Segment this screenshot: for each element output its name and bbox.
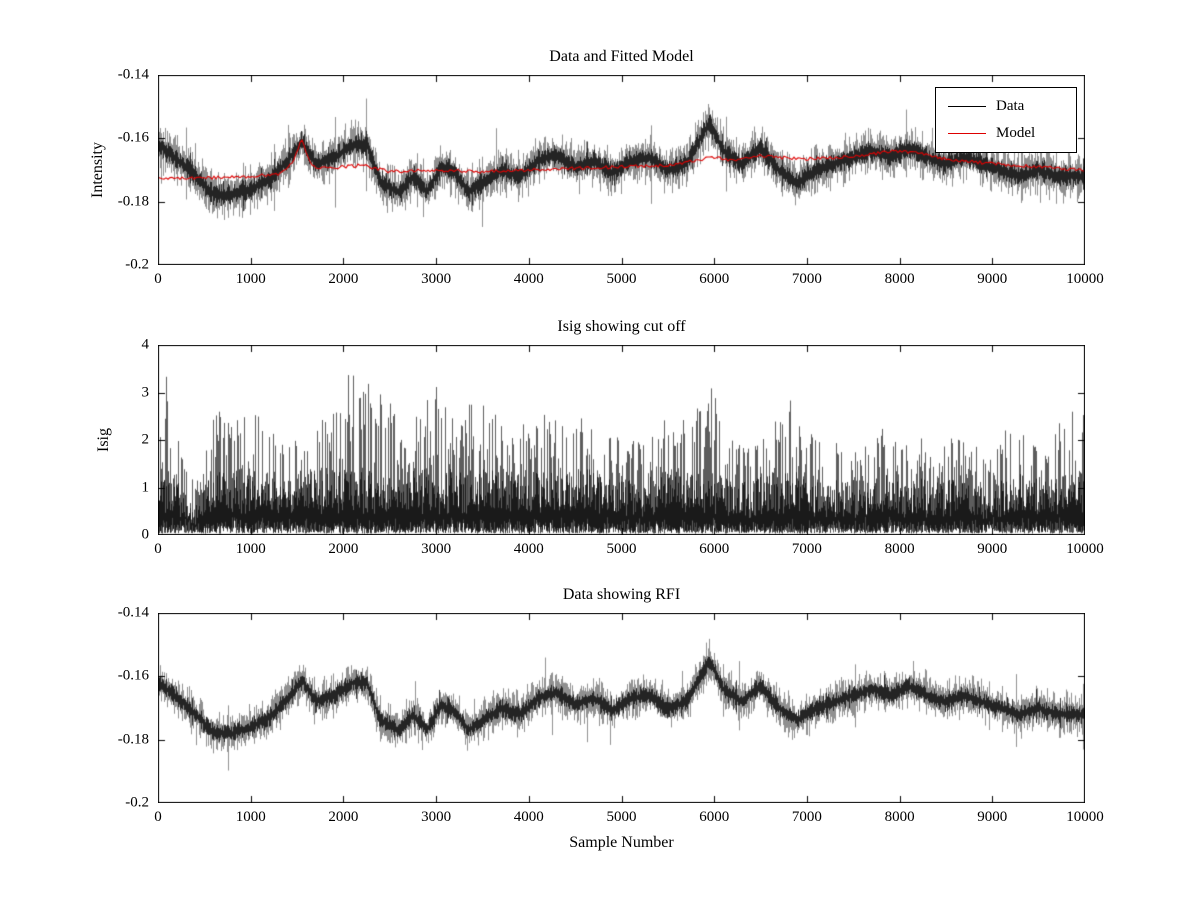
x-tick-label: 9000 [977,271,1008,287]
x-tick-label: 4000 [513,809,544,825]
x-tick-label: 7000 [791,541,822,557]
x-axis-label-sample-number: Sample Number [569,834,674,851]
x-tick-label: 9000 [977,809,1008,825]
x-tick-label: 6000 [699,271,730,287]
x-tick-label: 3000 [421,541,452,557]
y-tick-label: 1 [141,479,150,495]
x-tick-label: 7000 [791,271,822,287]
x-tick-label: 6000 [699,541,730,557]
plot-canvas-isig [158,345,1085,535]
y-tick-label: -0.16 [117,667,149,684]
y-tick-label: 4 [141,336,150,353]
x-tick-label: 1000 [235,809,266,825]
y-tick-label: -0.2 [125,794,149,811]
x-tick-label: 5000 [606,809,637,825]
x-tick-label: 2000 [328,809,359,825]
x-tick-label: 9000 [977,541,1008,557]
x-tick-label: 0 [154,541,162,557]
x-tick-label: 3000 [421,809,452,825]
y-tick-label: -0.18 [117,193,149,210]
x-tick-label: 0 [154,271,162,287]
x-tick-label: 5000 [606,541,637,557]
legend-label-model: Model [996,125,1036,141]
x-tick-label: 8000 [884,809,915,825]
x-tick-label: 8000 [884,541,915,557]
data-line-sample-icon [948,106,986,107]
plot-canvas-rfi [158,613,1085,803]
y-tick-label: -0.14 [117,66,149,83]
plot-title-isig: Isig showing cut off [557,318,686,335]
model-line-sample-icon [948,133,986,134]
x-tick-label: 4000 [513,541,544,557]
x-tick-label: 2000 [328,271,359,287]
x-tick-label: 8000 [884,271,915,287]
x-tick-label: 6000 [699,809,730,825]
y-tick-label: -0.2 [125,256,149,273]
plot-canvas-data-model [158,75,1085,265]
legend-label-data: Data [996,98,1025,114]
legend-entry-model: Model [936,120,1076,147]
x-tick-label: 10000 [1066,271,1104,287]
legend-box: Data Model [935,87,1077,153]
x-tick-label: 2000 [328,541,359,557]
legend-entry-data: Data [936,93,1076,120]
plot-title-data-model: Data and Fitted Model [549,48,694,65]
x-tick-label: 1000 [235,541,266,557]
y-axis-label-isig: Isig [95,428,112,452]
x-tick-label: 4000 [513,271,544,287]
y-tick-label: -0.14 [117,604,149,621]
y-axis-label-intensity: Intensity [89,142,106,198]
y-tick-label: -0.16 [117,129,149,146]
y-tick-label: 2 [141,431,150,448]
x-tick-label: 3000 [421,271,452,287]
y-tick-label: -0.18 [117,731,149,748]
x-tick-label: 5000 [606,271,637,287]
x-tick-label: 1000 [235,271,266,287]
x-tick-label: 7000 [791,809,822,825]
plot-title-rfi: Data showing RFI [562,586,681,603]
x-tick-label: 10000 [1066,541,1104,557]
x-tick-label: 10000 [1066,809,1104,825]
x-tick-label: 0 [154,809,162,825]
y-tick-label: 3 [141,384,150,400]
y-tick-label: 0 [141,526,150,543]
